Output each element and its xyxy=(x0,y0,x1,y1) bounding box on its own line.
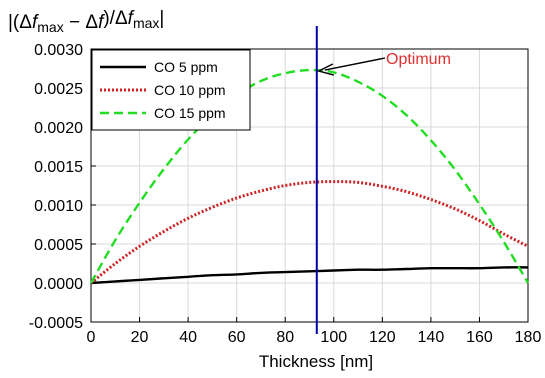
x-tick-label: 100 xyxy=(320,329,347,346)
y-tick-label: 0.0010 xyxy=(34,198,83,215)
y-axis-label: |(Δfmax − Δf)/Δfmax| xyxy=(8,8,164,35)
series-line-2 xyxy=(90,180,529,285)
x-tick-label: 140 xyxy=(418,329,445,346)
series-group xyxy=(89,68,530,285)
optimum-label: Optimum xyxy=(386,51,451,68)
legend-label-3: CO 15 ppm xyxy=(154,105,226,121)
y-tick-label: -0.0005 xyxy=(29,315,83,332)
y-tick-label: 0.0025 xyxy=(34,81,83,98)
x-tick-label: 80 xyxy=(276,329,294,346)
y-tick-label: 0.0030 xyxy=(34,42,83,59)
x-tick-label: 40 xyxy=(179,329,197,346)
x-tick-label: 180 xyxy=(515,329,542,346)
optimum-arrow-shaft xyxy=(324,57,386,71)
x-tick-label: 20 xyxy=(131,329,149,346)
optimum-annotation: Optimum xyxy=(315,26,451,334)
x-tick-label: 120 xyxy=(369,329,396,346)
x-tick-label: 60 xyxy=(228,329,246,346)
y-tick-label: 0.0020 xyxy=(34,120,83,137)
optimum-arrow-head xyxy=(316,63,334,76)
x-axis-label: Thickness [nm] xyxy=(259,352,373,371)
y-ticks: -0.0005 0.0000 0.0005 0.0010 0.0015 0.0020 0.0… xyxy=(29,42,96,332)
y-tick-label: 0.0000 xyxy=(34,276,83,293)
x-ticks: 0 20 40 60 80 100 120 140 160 180 xyxy=(87,317,542,346)
legend-label-1: CO 5 ppm xyxy=(154,59,218,75)
plot-border xyxy=(90,48,529,323)
x-tick-label: 160 xyxy=(466,329,493,346)
series-line-1 xyxy=(90,266,529,285)
y-tick-label: 0.0005 xyxy=(34,237,83,254)
plot-frame xyxy=(90,48,529,323)
legend-label-2: CO 10 ppm xyxy=(154,82,226,98)
legend: CO 5 ppm CO 10 ppm CO 15 ppm xyxy=(91,49,251,131)
x-tick-label: 0 xyxy=(87,329,96,346)
y-tick-label: 0.0015 xyxy=(34,159,83,176)
legend-box xyxy=(91,49,251,131)
